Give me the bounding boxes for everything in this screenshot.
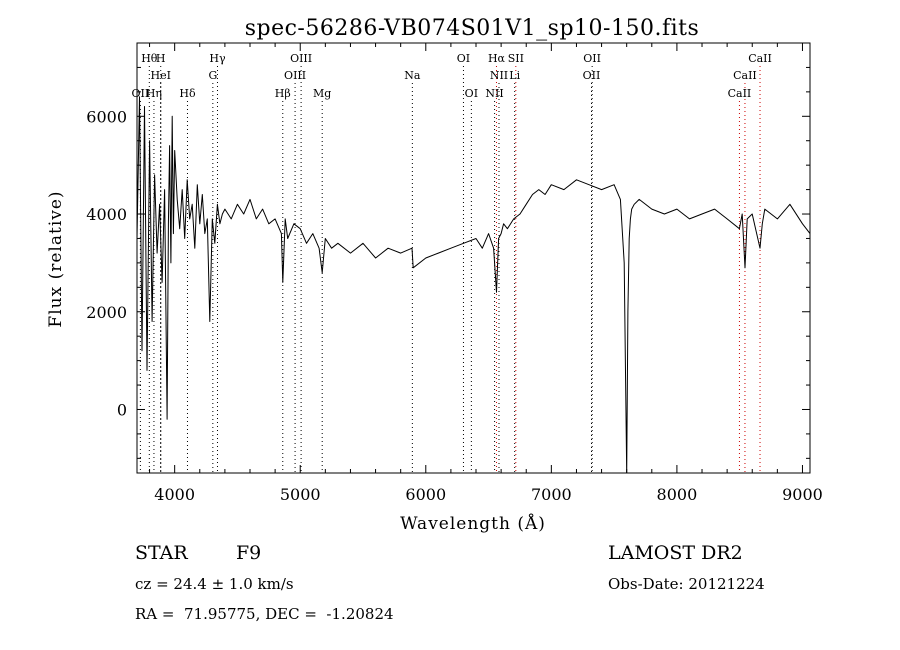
y-tick-label: 2000 xyxy=(86,303,127,322)
line-label-7: OII xyxy=(583,52,601,65)
line-label-23: NII xyxy=(485,87,503,100)
object-class-label: STAR xyxy=(135,542,188,564)
line-label-20: Hβ xyxy=(275,87,291,100)
line-label-18: Hη xyxy=(146,87,162,100)
line-label-4: OI xyxy=(457,52,470,65)
line-label-11: OIII xyxy=(284,69,306,82)
plot-frame xyxy=(136,42,811,474)
chart-title: spec-56286-VB074S01V1_sp10-150.fits xyxy=(245,16,700,41)
line-label-19: Hδ xyxy=(179,87,196,100)
subclass-label: F9 xyxy=(236,542,262,564)
y-tick-label: 0 xyxy=(117,400,127,419)
line-label-12: Na xyxy=(404,69,421,82)
y-axis-ticks: 0 2000 4000 6000 xyxy=(86,66,810,459)
line-label-6: SII xyxy=(508,52,524,65)
line-label-22: OI xyxy=(465,87,478,100)
x-tick-label: 4000 xyxy=(154,485,195,504)
line-label-3: OIII xyxy=(290,52,312,65)
x-tick-label: 9000 xyxy=(782,485,823,504)
x-tick-label: 8000 xyxy=(657,485,698,504)
x-tick-label: 6000 xyxy=(405,485,446,504)
x-axis-label: Wavelength (Å) xyxy=(400,513,546,534)
line-label-2: Hγ xyxy=(209,52,226,65)
line-label-0: Hθ xyxy=(141,52,158,65)
redshift-label: cz = 24.4 ± 1.0 km/s xyxy=(135,575,294,593)
line-label-15: OII xyxy=(583,69,601,82)
line-label-9: HeI xyxy=(151,69,171,82)
line-label-1: H xyxy=(156,52,166,65)
line-label-13: NII xyxy=(490,69,508,82)
line-label-14: Li xyxy=(509,69,520,82)
spectral-line-markers xyxy=(139,66,761,473)
y-tick-label: 4000 xyxy=(86,205,127,224)
survey-label: LAMOST DR2 xyxy=(608,542,743,564)
line-label-17: OII xyxy=(132,87,150,100)
line-label-10: G xyxy=(208,69,217,82)
y-axis-label: Flux (relative) xyxy=(46,190,66,327)
line-label-8: CaII xyxy=(748,52,772,65)
x-tick-label: 5000 xyxy=(280,485,321,504)
coordinates-label: RA = 71.95775, DEC = -1.20824 xyxy=(135,605,394,623)
line-label-21: Mg xyxy=(313,87,331,100)
y-tick-label: 6000 xyxy=(86,107,127,126)
line-label-24: CaII xyxy=(728,87,752,100)
x-tick-label: 7000 xyxy=(531,485,572,504)
spectrum-series-line xyxy=(136,96,811,474)
line-label-16: CaII xyxy=(733,69,757,82)
obs-date-label: Obs-Date: 20121224 xyxy=(608,575,765,593)
x-axis-ticks: 4000 5000 6000 7000 8000 9000 xyxy=(149,43,823,504)
line-label-5: Hα xyxy=(488,52,506,65)
